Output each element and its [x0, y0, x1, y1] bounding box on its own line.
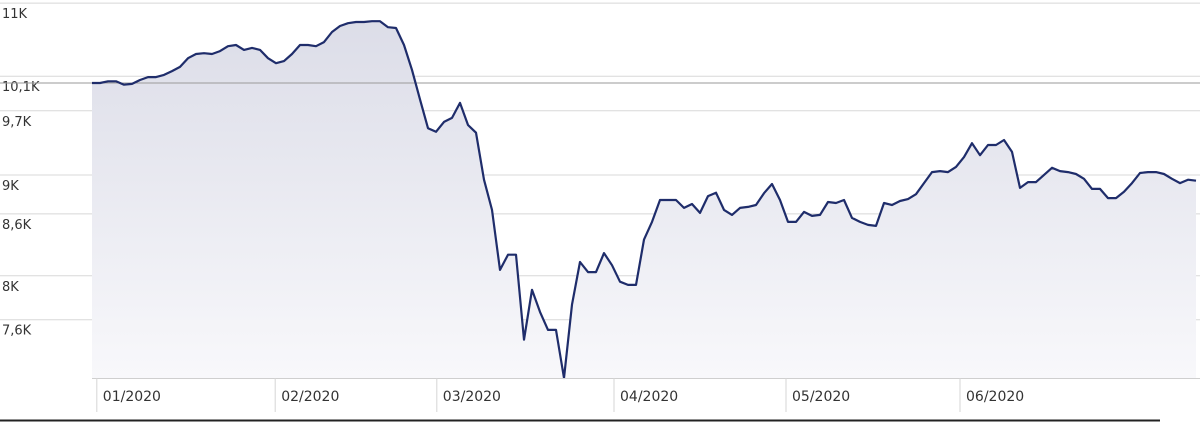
x-tick-label: 05/2020 — [792, 389, 850, 405]
y-tick-label: 8,6K — [2, 218, 32, 233]
area — [92, 21, 1196, 378]
y-tick-label: 8K — [2, 280, 19, 295]
x-tick-label: 04/2020 — [620, 389, 678, 405]
x-tick-label: 01/2020 — [103, 389, 161, 405]
y-tick-label: 7,6K — [2, 324, 32, 339]
y-tick-label: 10,1K — [2, 80, 40, 95]
y-tick-label: 9K — [2, 179, 19, 194]
x-tick-label: 06/2020 — [966, 389, 1024, 405]
x-tick-label: 03/2020 — [443, 389, 501, 405]
y-tick-label: 11K — [2, 7, 28, 22]
y-tick-label: 9,7K — [2, 115, 32, 130]
line — [92, 20, 1197, 380]
x-tick-label: 02/2020 — [281, 389, 339, 405]
